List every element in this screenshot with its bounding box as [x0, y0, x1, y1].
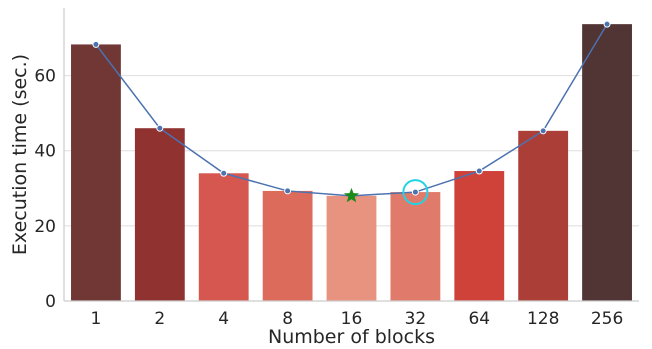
y-tick-labels: 0 20 40 60	[34, 67, 56, 312]
x-tick-label: 64	[468, 309, 490, 329]
y-tick-label: 0	[45, 292, 56, 312]
x-tick-label: 32	[405, 309, 427, 329]
axes	[63, 8, 639, 302]
bars	[71, 24, 632, 302]
markers	[343, 179, 429, 206]
y-tick-label: 60	[34, 67, 56, 87]
line-point	[220, 169, 228, 177]
line-point	[603, 20, 611, 28]
y-tick-label: 20	[34, 217, 56, 237]
x-tick-label: 8	[282, 309, 293, 329]
line-point	[284, 187, 292, 195]
x-tick-label: 16	[341, 309, 363, 329]
bar	[198, 173, 249, 301]
x-tick-label: 2	[154, 309, 165, 329]
bar	[71, 44, 121, 301]
bar	[518, 130, 569, 301]
x-tick-label: 4	[218, 309, 229, 329]
y-axis-label: Execution time (sec.)	[9, 54, 31, 255]
x-tick-label: 256	[591, 309, 623, 329]
line-point	[411, 188, 419, 196]
x-tick-label: 128	[527, 309, 559, 329]
line-point	[92, 40, 100, 48]
line-point	[156, 124, 164, 132]
line-point	[539, 127, 547, 135]
bar	[326, 195, 377, 301]
x-tick-labels: 1 2 4 8 16 32 64 128 256	[91, 309, 624, 329]
line-point	[475, 167, 483, 175]
bar	[582, 24, 632, 302]
bar	[454, 171, 505, 301]
bar	[262, 190, 313, 301]
highlight-circle-marker	[402, 179, 429, 206]
x-axis-label: Number of blocks	[268, 326, 435, 348]
bar	[134, 128, 185, 301]
x-tick-label: 1	[91, 309, 102, 329]
min-star-marker	[343, 187, 360, 203]
y-tick-label: 40	[34, 142, 56, 162]
bar	[390, 192, 441, 301]
